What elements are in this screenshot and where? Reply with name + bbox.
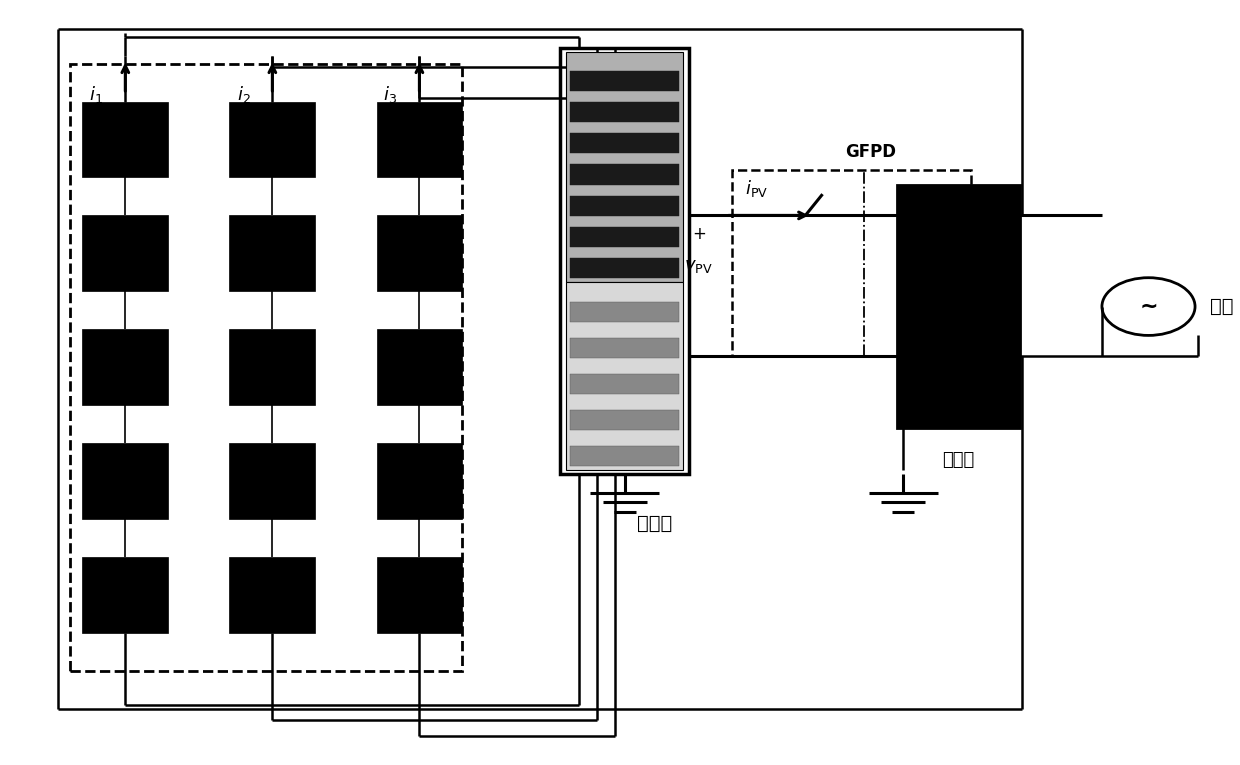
Text: $i_2$: $i_2$ bbox=[237, 84, 250, 106]
Bar bbox=[570, 227, 680, 247]
Bar bbox=[567, 282, 683, 470]
Bar bbox=[229, 557, 315, 633]
Bar bbox=[570, 338, 680, 358]
Text: 汇流箱: 汇流箱 bbox=[637, 513, 672, 532]
Bar bbox=[567, 52, 683, 282]
Bar bbox=[570, 70, 680, 91]
Bar bbox=[570, 133, 680, 154]
Bar bbox=[82, 102, 169, 177]
Bar bbox=[732, 170, 971, 356]
Bar bbox=[570, 374, 680, 394]
Bar bbox=[377, 443, 463, 519]
Bar bbox=[570, 258, 680, 278]
Bar bbox=[570, 410, 680, 430]
Text: $i_3$: $i_3$ bbox=[383, 84, 397, 106]
Text: $i_1$: $i_1$ bbox=[89, 84, 103, 106]
Bar bbox=[377, 330, 463, 405]
Text: $v_\mathrm{PV}$: $v_\mathrm{PV}$ bbox=[684, 257, 713, 275]
Bar bbox=[898, 185, 1019, 428]
Bar bbox=[570, 102, 680, 122]
Bar bbox=[570, 446, 680, 466]
Bar bbox=[229, 443, 315, 519]
Text: 逆变器: 逆变器 bbox=[942, 451, 975, 469]
Text: GFPD: GFPD bbox=[844, 143, 897, 161]
Bar bbox=[570, 164, 680, 184]
Bar bbox=[570, 196, 680, 216]
Bar bbox=[82, 216, 169, 291]
Bar bbox=[82, 443, 169, 519]
Text: $i_\mathrm{PV}$: $i_\mathrm{PV}$ bbox=[745, 177, 768, 199]
Text: ~: ~ bbox=[1140, 297, 1158, 317]
Bar bbox=[560, 48, 689, 474]
Text: 电网: 电网 bbox=[1210, 297, 1234, 316]
Bar bbox=[377, 216, 463, 291]
Bar bbox=[229, 102, 315, 177]
Bar bbox=[377, 557, 463, 633]
Text: +: + bbox=[692, 226, 706, 243]
Bar bbox=[82, 330, 169, 405]
Text: $I_\mathrm{g}$=0: $I_\mathrm{g}$=0 bbox=[918, 403, 956, 426]
Bar bbox=[377, 102, 463, 177]
Bar bbox=[71, 63, 463, 671]
Bar bbox=[82, 557, 169, 633]
Bar bbox=[229, 216, 315, 291]
Bar bbox=[229, 330, 315, 405]
Bar bbox=[570, 302, 680, 322]
